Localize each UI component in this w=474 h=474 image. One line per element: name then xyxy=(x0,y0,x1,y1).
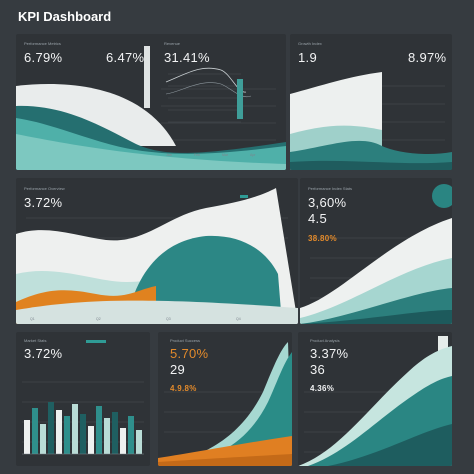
panel-3-caption: Growth Index xyxy=(298,41,322,46)
panel-1-caption: Performance Metrics xyxy=(24,41,61,46)
svg-text:Q1: Q1 xyxy=(30,317,35,321)
legend-swatch xyxy=(240,195,248,198)
svg-text:Jan: Jan xyxy=(166,153,172,157)
kpi-panel-6[interactable]: Market Stats 3.72% xyxy=(16,332,150,466)
svg-text:Apr: Apr xyxy=(250,153,256,157)
panel-5-wave-chart xyxy=(300,184,452,324)
panel-1-wave-chart: Jan Feb Mar Apr xyxy=(16,46,286,170)
decorative-bar xyxy=(32,408,38,454)
panel-8-kpi-2: 36 xyxy=(310,362,326,377)
decorative-bar xyxy=(56,410,62,454)
svg-text:Q3: Q3 xyxy=(166,317,171,321)
panel-3-kpi-right: 8.97% xyxy=(408,50,447,65)
teal-wave-area xyxy=(178,352,292,466)
svg-text:Q2: Q2 xyxy=(96,317,101,321)
panel-1-kpi-right: 6.47% xyxy=(106,50,145,65)
panel-7-kpi-1: 5.70% xyxy=(170,346,209,361)
decorative-bar xyxy=(136,430,142,454)
panel-6-bar-chart xyxy=(22,340,144,455)
decorative-bar xyxy=(96,406,102,454)
panel-3-kpi-left: 1.9 xyxy=(298,50,317,65)
panel-6-kpi: 3.72% xyxy=(24,346,63,361)
decorative-bar xyxy=(40,424,46,454)
panel-8-caption: Product Analysis xyxy=(310,338,340,343)
panel-7-caption: Product Success xyxy=(170,338,201,343)
panel-3-wave-chart xyxy=(290,72,452,170)
dashboard-title: KPI Dashboard xyxy=(18,9,112,24)
panel-5-kpi-2: 4.5 xyxy=(308,211,327,226)
panel-8-wave-chart xyxy=(298,336,452,466)
panel-8-kpi-3: 4.36% xyxy=(310,384,335,393)
panel-6-caption: Market Stats xyxy=(24,338,47,343)
panel-1-kpi-left: 6.79% xyxy=(24,50,63,65)
panel-5-kpi-3: 38.80% xyxy=(308,234,337,243)
decorative-bar xyxy=(48,402,54,454)
panel-5-caption: Performance Index Stats xyxy=(308,186,353,191)
decorative-bar xyxy=(120,428,126,454)
decorative-bar xyxy=(112,412,118,454)
highlight-bar xyxy=(144,46,150,108)
panel-7-kpi-2: 29 xyxy=(170,362,186,377)
panel-4-wave-chart: Q1 Q2 Q3 Q4 xyxy=(16,188,298,324)
panel-7-wave-chart xyxy=(158,342,292,466)
accent-circle xyxy=(432,184,452,208)
kpi-panel-3[interactable]: Growth Index 1.9 8.97% xyxy=(290,34,452,170)
kpi-panel-8[interactable]: Product Analysis 3.37% 36 4.36% xyxy=(298,332,452,466)
svg-text:Q4: Q4 xyxy=(236,317,241,321)
pale-teal-wave-area xyxy=(16,134,286,170)
dark-teal-wave-area xyxy=(328,424,452,466)
panel-4-kpi: 3.72% xyxy=(24,195,63,210)
decorative-bar xyxy=(72,404,78,454)
svg-text:Mar: Mar xyxy=(222,153,229,157)
decorative-bar xyxy=(24,420,30,454)
panel-8-kpi-1: 3.37% xyxy=(310,346,349,361)
decorative-bar xyxy=(88,426,94,454)
kpi-panel-1[interactable]: Jan Feb Mar Apr Performance Metrics 6.79% 6… xyxy=(16,34,286,170)
panel-5-kpi-1: 3,60% xyxy=(308,195,347,210)
decorative-bar xyxy=(80,414,86,454)
decorative-bar xyxy=(64,416,70,454)
kpi-panel-5[interactable]: Performance Index Stats 3,60% 4.5 38.80% xyxy=(300,178,452,324)
decorative-bar xyxy=(104,418,110,454)
decorative-bar xyxy=(128,416,134,454)
panel-2-kpi: 31.41% xyxy=(164,50,210,65)
kpi-panel-4[interactable]: Q1 Q2 Q3 Q4 Performance Overview 3.72% xyxy=(16,178,298,324)
kpi-panel-7[interactable]: Product Success 5.70% 29 4.9.8% xyxy=(158,332,292,466)
panel-2-caption: Revenue xyxy=(164,41,181,46)
svg-text:Feb: Feb xyxy=(194,153,200,157)
panel-4-caption: Performance Overview xyxy=(24,186,65,191)
panel-7-kpi-3: 4.9.8% xyxy=(170,384,197,393)
